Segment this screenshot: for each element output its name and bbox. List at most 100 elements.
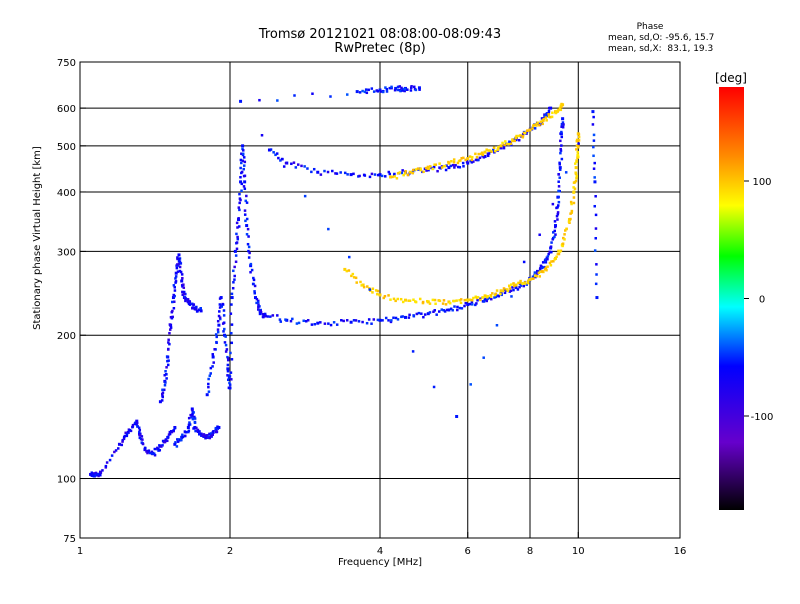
interpolated-point xyxy=(187,416,191,420)
interpolated-point xyxy=(163,440,167,444)
interpolated-point xyxy=(509,143,513,147)
stats-header: Phase xyxy=(636,22,664,32)
interpolated-point xyxy=(472,160,475,163)
interpolated-point xyxy=(557,173,561,176)
interpolated-point xyxy=(519,279,522,283)
interpolated-point xyxy=(418,297,422,301)
interpolated-point xyxy=(233,278,236,281)
data-point xyxy=(233,249,237,253)
data-point xyxy=(528,128,532,132)
interpolated-point xyxy=(468,298,472,302)
interpolated-point xyxy=(167,359,170,362)
interpolated-point xyxy=(408,313,411,317)
data-point xyxy=(126,430,130,434)
interpolated-point xyxy=(198,433,201,436)
data-point xyxy=(171,296,175,300)
interpolated-point xyxy=(549,115,552,119)
interpolated-point xyxy=(593,161,596,165)
data-point xyxy=(483,294,487,298)
interpolated-point xyxy=(340,319,343,322)
interpolated-point xyxy=(403,172,407,175)
interpolated-point xyxy=(419,167,422,171)
interpolated-point xyxy=(140,435,144,438)
interpolated-point xyxy=(226,358,230,362)
interpolated-point xyxy=(222,309,226,312)
interpolated-point xyxy=(352,276,356,279)
interpolated-point xyxy=(368,175,372,179)
interpolated-point xyxy=(477,152,480,156)
interpolated-point xyxy=(512,288,515,292)
interpolated-point xyxy=(494,149,497,153)
interpolated-point xyxy=(492,146,496,149)
interpolated-point xyxy=(239,198,242,202)
interpolated-point xyxy=(536,272,539,275)
interpolated-point xyxy=(526,129,530,132)
interpolated-point xyxy=(592,133,596,137)
interpolated-point xyxy=(491,148,495,152)
interpolated-point xyxy=(358,174,361,178)
interpolated-point xyxy=(215,430,219,433)
interpolated-point xyxy=(380,174,384,178)
x-tick-label: 8 xyxy=(527,546,533,557)
data-point xyxy=(553,224,557,228)
interpolated-point xyxy=(163,373,166,377)
interpolated-point xyxy=(247,249,250,253)
interpolated-point xyxy=(343,171,347,175)
interpolated-point xyxy=(218,297,222,300)
interpolated-point xyxy=(522,284,526,288)
interpolated-point xyxy=(257,301,260,304)
interpolated-point xyxy=(539,270,542,273)
interpolated-point xyxy=(536,269,539,273)
interpolated-point xyxy=(561,244,564,248)
interpolated-point xyxy=(228,383,232,386)
interpolated-point xyxy=(187,423,191,427)
interpolated-point xyxy=(258,98,261,102)
data-point xyxy=(394,86,398,90)
interpolated-point xyxy=(479,298,482,302)
interpolated-point xyxy=(458,166,462,169)
interpolated-point xyxy=(431,167,434,171)
interpolated-point xyxy=(422,170,425,174)
interpolated-point xyxy=(365,321,369,325)
interpolated-point xyxy=(481,153,485,157)
interpolated-point xyxy=(431,298,435,302)
interpolated-point xyxy=(136,425,139,428)
interpolated-point xyxy=(121,438,124,442)
interpolated-point xyxy=(211,353,215,356)
colorbar xyxy=(719,87,744,510)
interpolated-point xyxy=(158,444,161,447)
y-tick-label: 600 xyxy=(57,104,76,115)
data-point xyxy=(285,318,289,322)
data-point xyxy=(205,393,209,397)
interpolated-point xyxy=(557,189,560,193)
interpolated-point xyxy=(199,307,202,310)
interpolated-point xyxy=(172,307,176,310)
interpolated-point xyxy=(226,363,230,367)
data-point xyxy=(378,173,382,177)
interpolated-point xyxy=(448,301,452,305)
interpolated-point xyxy=(549,245,553,248)
interpolated-point xyxy=(300,164,303,168)
data-point xyxy=(223,333,227,337)
data-point xyxy=(499,144,503,148)
interpolated-point xyxy=(502,146,506,150)
interpolated-point xyxy=(472,296,475,300)
interpolated-point xyxy=(231,286,235,290)
interpolated-point xyxy=(261,312,265,316)
interpolated-point xyxy=(263,312,267,316)
interpolated-point xyxy=(229,351,232,355)
interpolated-point xyxy=(323,322,327,325)
interpolated-point xyxy=(475,155,479,159)
interpolated-point xyxy=(366,285,369,288)
interpolated-point xyxy=(253,291,257,295)
interpolated-point xyxy=(411,171,415,175)
interpolated-point xyxy=(409,89,413,92)
interpolated-point xyxy=(437,310,441,313)
interpolated-point xyxy=(456,308,459,312)
interpolated-point xyxy=(150,450,154,454)
interpolated-point xyxy=(499,146,503,149)
interpolated-point xyxy=(134,421,137,425)
interpolated-point xyxy=(548,106,551,110)
interpolated-point xyxy=(393,88,397,92)
interpolated-point xyxy=(574,171,577,174)
